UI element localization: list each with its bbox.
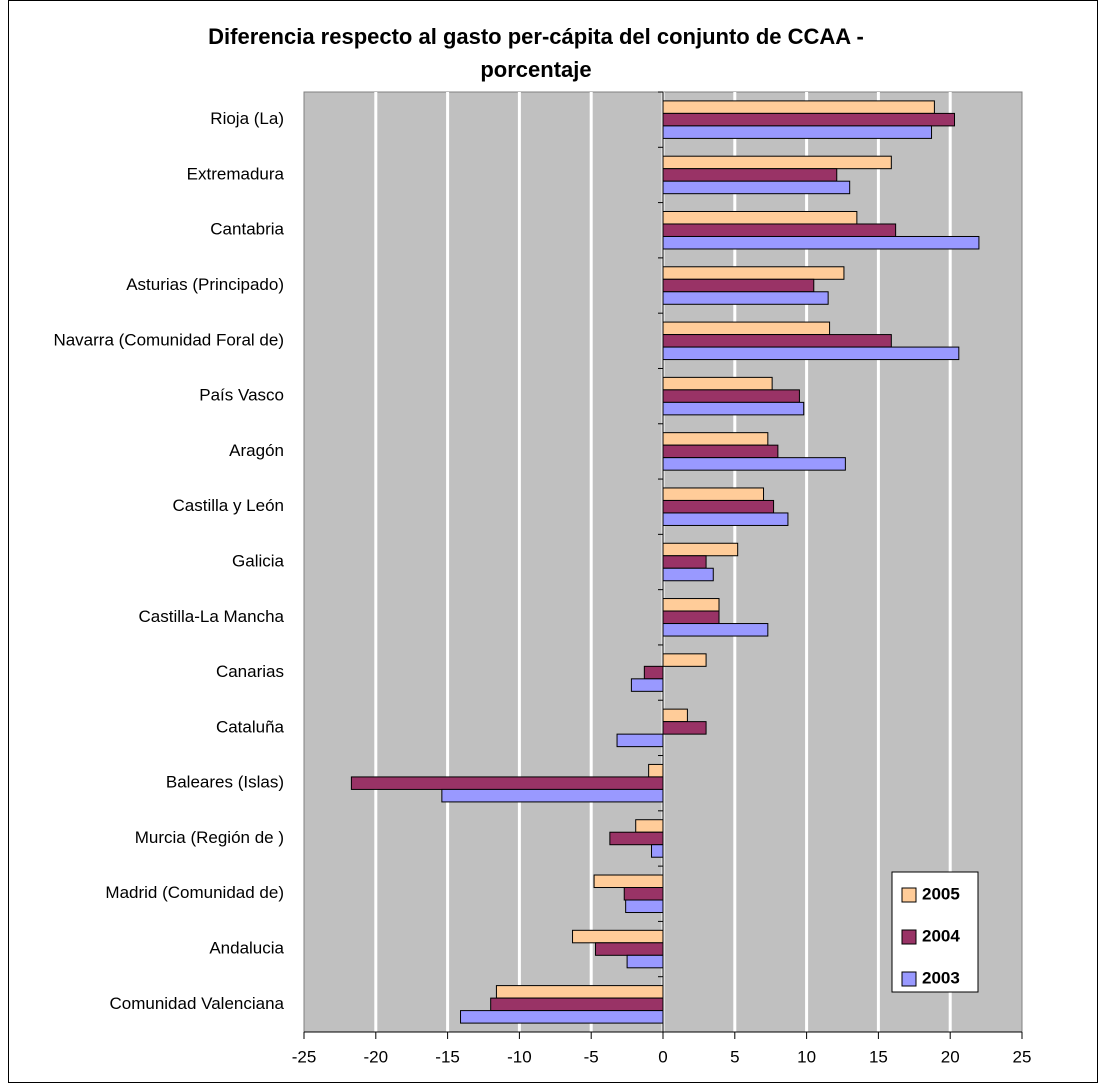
bar xyxy=(662,389,800,403)
legend-label: 2003 xyxy=(922,968,960,987)
legend-swatch xyxy=(901,971,917,987)
y-tick-label: Castilla-La Mancha xyxy=(138,607,284,626)
bar xyxy=(441,788,664,803)
bar xyxy=(662,346,960,361)
bar xyxy=(651,844,664,858)
chart-border xyxy=(8,0,1098,1083)
bar xyxy=(662,623,769,637)
y-tick-label: Andalucia xyxy=(209,939,284,958)
x-tick-label: 0 xyxy=(658,1047,667,1066)
chart-title: Diferencia respecto al gasto per-cápita … xyxy=(208,24,864,82)
bar xyxy=(490,997,664,1012)
bar xyxy=(662,512,789,526)
legend-label: 2005 xyxy=(922,884,960,903)
x-tick-label: -10 xyxy=(507,1047,532,1066)
bar xyxy=(662,610,720,625)
bar xyxy=(572,929,664,944)
y-tick-label: Extremadura xyxy=(187,164,285,183)
y-tick-label: Navarra (Comunidad Foral de) xyxy=(53,330,284,349)
y-tick-label: Murcia (Región de ) xyxy=(135,828,284,847)
bar xyxy=(662,321,831,336)
bar xyxy=(495,985,664,999)
x-tick-label: -25 xyxy=(292,1047,317,1066)
bar xyxy=(662,223,897,237)
bar xyxy=(662,112,956,127)
bar xyxy=(662,457,846,471)
bar xyxy=(350,776,664,790)
bar xyxy=(662,653,707,667)
y-tick-label: Cantabria xyxy=(210,220,284,239)
y-tick-label: Galicia xyxy=(232,551,285,570)
bar xyxy=(662,235,980,250)
legend-swatch xyxy=(901,929,917,945)
y-tick-label: Asturias (Principado) xyxy=(126,275,284,294)
bar xyxy=(662,168,838,182)
x-tick-label: -15 xyxy=(435,1047,460,1066)
y-tick-label: Rioja (La) xyxy=(210,109,284,128)
bar xyxy=(625,899,664,914)
bar xyxy=(662,155,892,170)
bar xyxy=(609,831,664,846)
bar xyxy=(662,555,707,569)
bar xyxy=(662,376,773,391)
bar xyxy=(662,210,858,225)
x-tick-label: 20 xyxy=(941,1047,960,1066)
bar xyxy=(662,598,720,612)
bar xyxy=(662,542,739,557)
bar xyxy=(662,487,765,501)
bar xyxy=(662,401,805,416)
y-tick-label: Canarias xyxy=(216,662,284,681)
bar xyxy=(662,180,851,195)
y-tick-label: País Vasco xyxy=(199,386,284,405)
legend-label: 2004 xyxy=(922,926,960,945)
x-tick-label: -20 xyxy=(364,1047,389,1066)
y-tick-label: Comunidad Valenciana xyxy=(109,994,284,1013)
y-tick-label: Castilla y León xyxy=(172,496,284,515)
x-tick-label: -5 xyxy=(584,1047,599,1066)
bar xyxy=(662,567,714,582)
y-tick-label: Aragón xyxy=(229,441,284,460)
y-tick-label: Baleares (Islas) xyxy=(166,773,284,792)
bar xyxy=(662,721,707,735)
bar xyxy=(648,763,664,778)
y-tick-label: Madrid (Comunidad de) xyxy=(105,883,284,902)
bar xyxy=(616,733,664,748)
bar xyxy=(626,954,664,969)
x-tick-label: 10 xyxy=(797,1047,816,1066)
bar xyxy=(662,278,815,293)
bar xyxy=(662,432,769,446)
y-tick-label: Cataluña xyxy=(216,717,285,736)
bar xyxy=(662,708,688,723)
bar xyxy=(662,125,933,139)
bar xyxy=(460,1010,664,1024)
bar xyxy=(662,291,829,305)
legend-swatch xyxy=(901,887,917,903)
bar xyxy=(635,819,664,833)
bar xyxy=(662,334,892,348)
bar xyxy=(662,444,779,459)
bar xyxy=(662,266,845,280)
x-tick-label: 25 xyxy=(1013,1047,1032,1066)
bar xyxy=(662,100,935,114)
x-tick-label: 15 xyxy=(869,1047,888,1066)
bar xyxy=(643,665,664,680)
bar xyxy=(630,678,664,692)
bar xyxy=(595,942,664,956)
bar xyxy=(623,887,664,901)
x-tick-label: 5 xyxy=(730,1047,739,1066)
bar xyxy=(593,874,664,889)
bar xyxy=(662,499,775,514)
